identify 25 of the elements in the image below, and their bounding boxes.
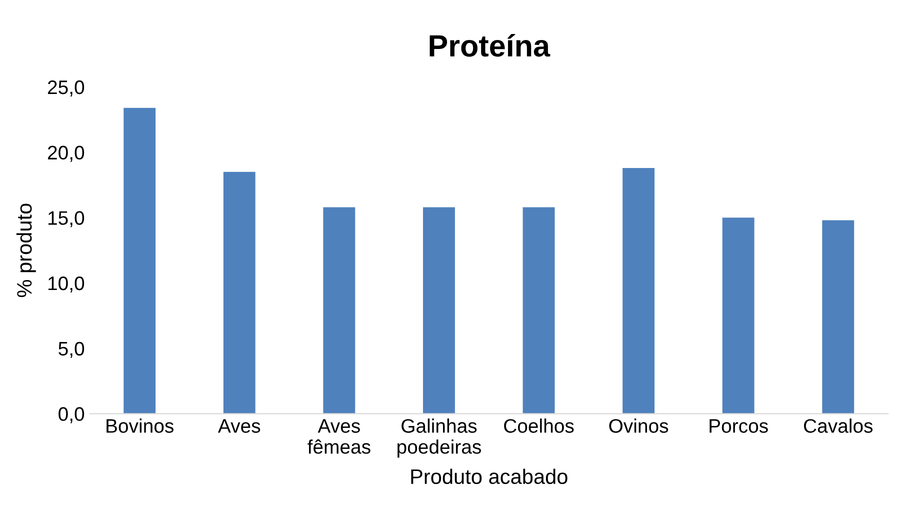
y-axis-title: % produto — [16, 204, 36, 298]
x-tick-label: Galinhas poedeiras — [398, 418, 481, 458]
bar — [423, 207, 455, 414]
y-tick-label: 5,0 — [58, 342, 84, 358]
x-tick-label: Bovinos — [106, 418, 174, 433]
y-tick-label: 25,0 — [48, 80, 84, 96]
x-axis-title: Produto acabado — [411, 468, 568, 484]
y-tick-label: 10,0 — [48, 276, 84, 293]
bar — [622, 168, 655, 414]
y-tick-label: 20,0 — [48, 146, 84, 162]
x-tick-label: Aves — [218, 419, 260, 433]
x-tick-label: Porcos — [710, 419, 768, 433]
y-tick-label: 0,0 — [58, 407, 84, 424]
bar — [822, 220, 854, 414]
y-tick-label: 15,0 — [48, 211, 84, 228]
x-tick-label: Cavalos — [804, 418, 873, 433]
x-tick-label: Ovinos — [609, 418, 668, 433]
bar — [223, 172, 256, 414]
bar — [522, 207, 555, 414]
x-tick-label: Aves fêmeas — [308, 419, 370, 454]
bar — [722, 218, 754, 414]
bar — [124, 108, 156, 414]
chart-title: Proteína — [430, 34, 550, 57]
x-tick-label: Coelhos — [504, 418, 574, 433]
bar — [323, 207, 356, 414]
